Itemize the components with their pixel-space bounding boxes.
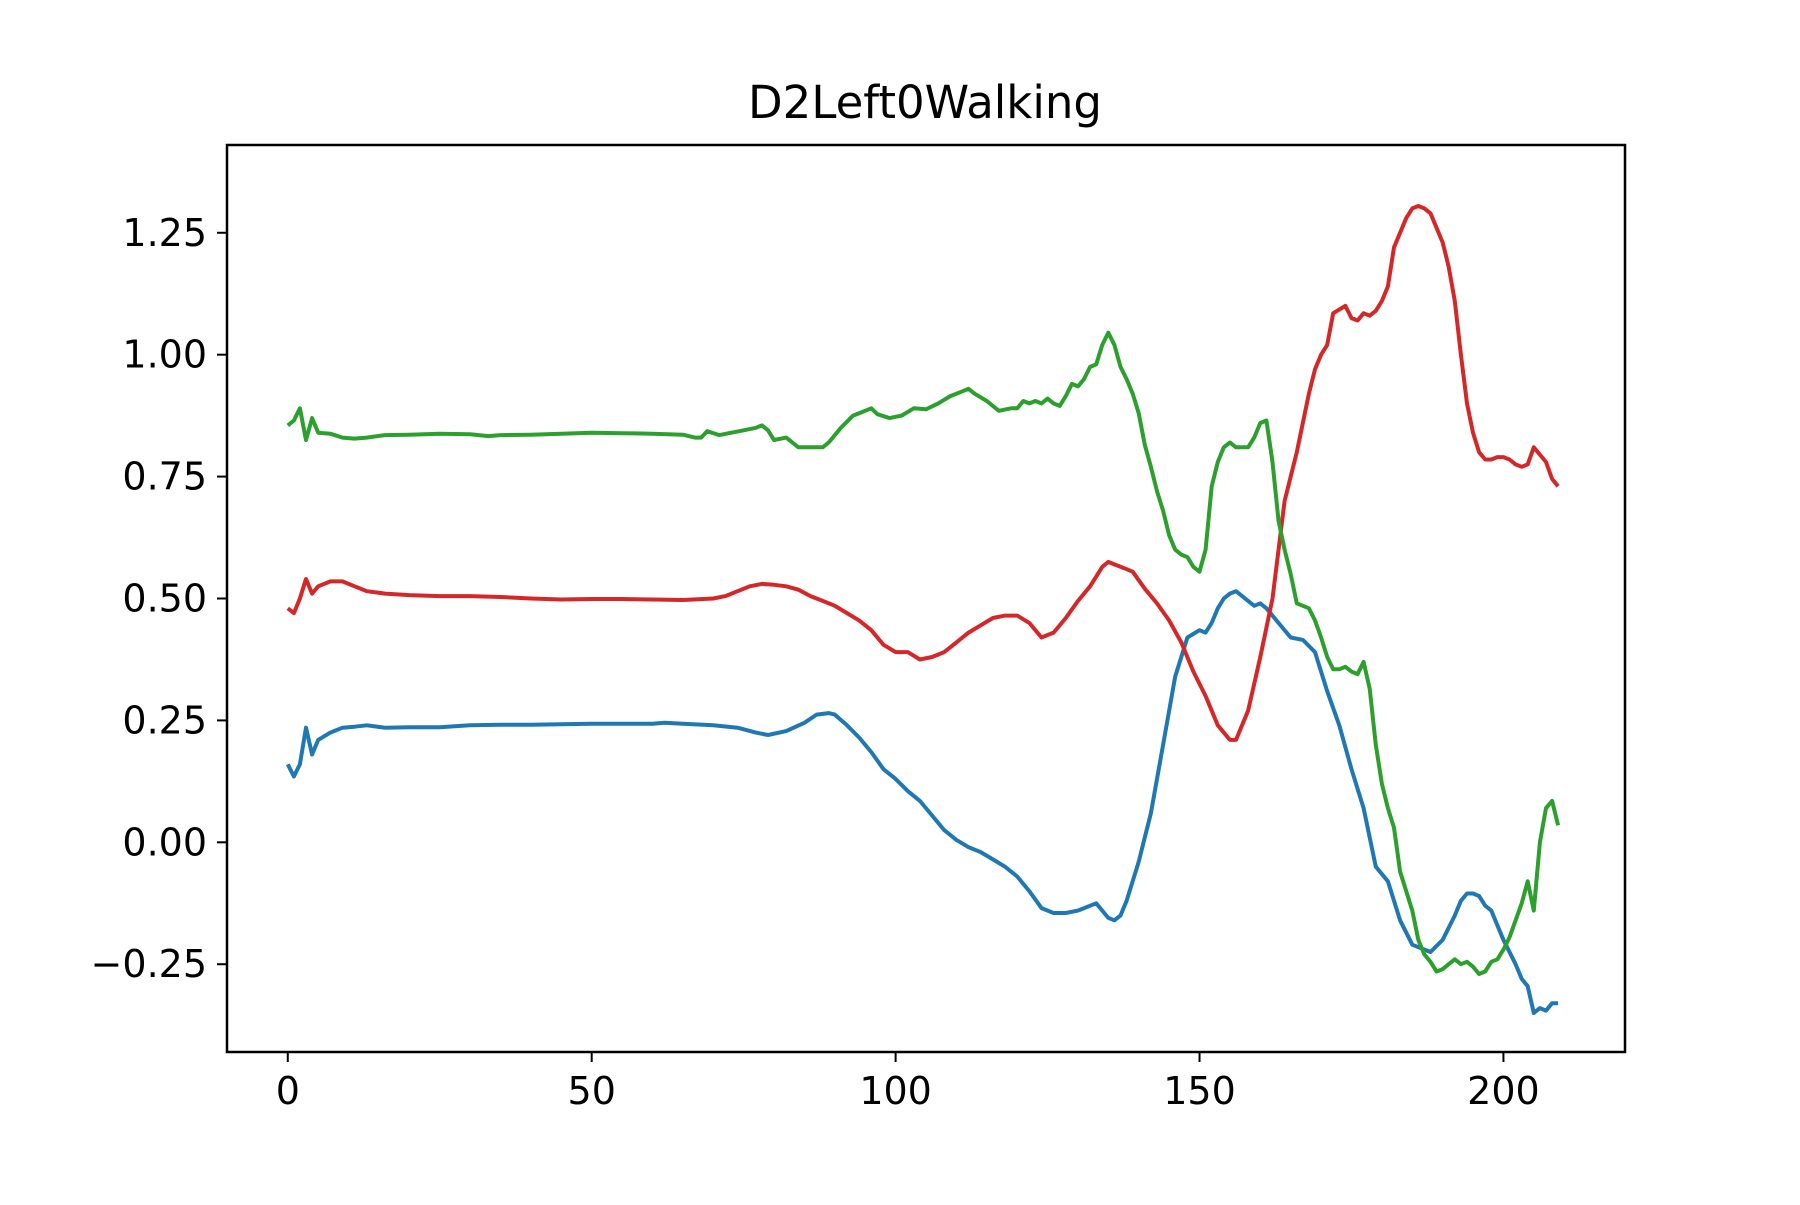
series-layer	[286, 204, 1561, 1015]
y-axis: −0.25 0.00 0.25 0.50 0.75 1.00 1.25	[91, 211, 227, 986]
x-tick-label: 50	[568, 1069, 616, 1113]
y-tick-label: 1.00	[122, 333, 207, 377]
series-line-2	[286, 204, 1560, 742]
y-tick-label: 0.50	[122, 577, 207, 621]
y-tick-label: 1.25	[122, 211, 207, 255]
x-axis: 0 50 100 150 200	[276, 1052, 1540, 1113]
x-tick-label: 150	[1163, 1069, 1236, 1113]
y-tick-label: −0.25	[91, 942, 207, 986]
x-tick-label: 100	[859, 1069, 932, 1113]
y-tick-label: 0.75	[122, 455, 207, 499]
x-tick-label: 200	[1467, 1069, 1540, 1113]
series-line-3	[286, 330, 1561, 976]
y-tick-label: 0.25	[122, 698, 207, 742]
x-tick-label: 0	[276, 1069, 300, 1113]
y-tick-label: 0.00	[122, 820, 207, 864]
chart-title: D2Left0Walking	[748, 76, 1102, 129]
series-line-1	[286, 589, 1559, 1015]
